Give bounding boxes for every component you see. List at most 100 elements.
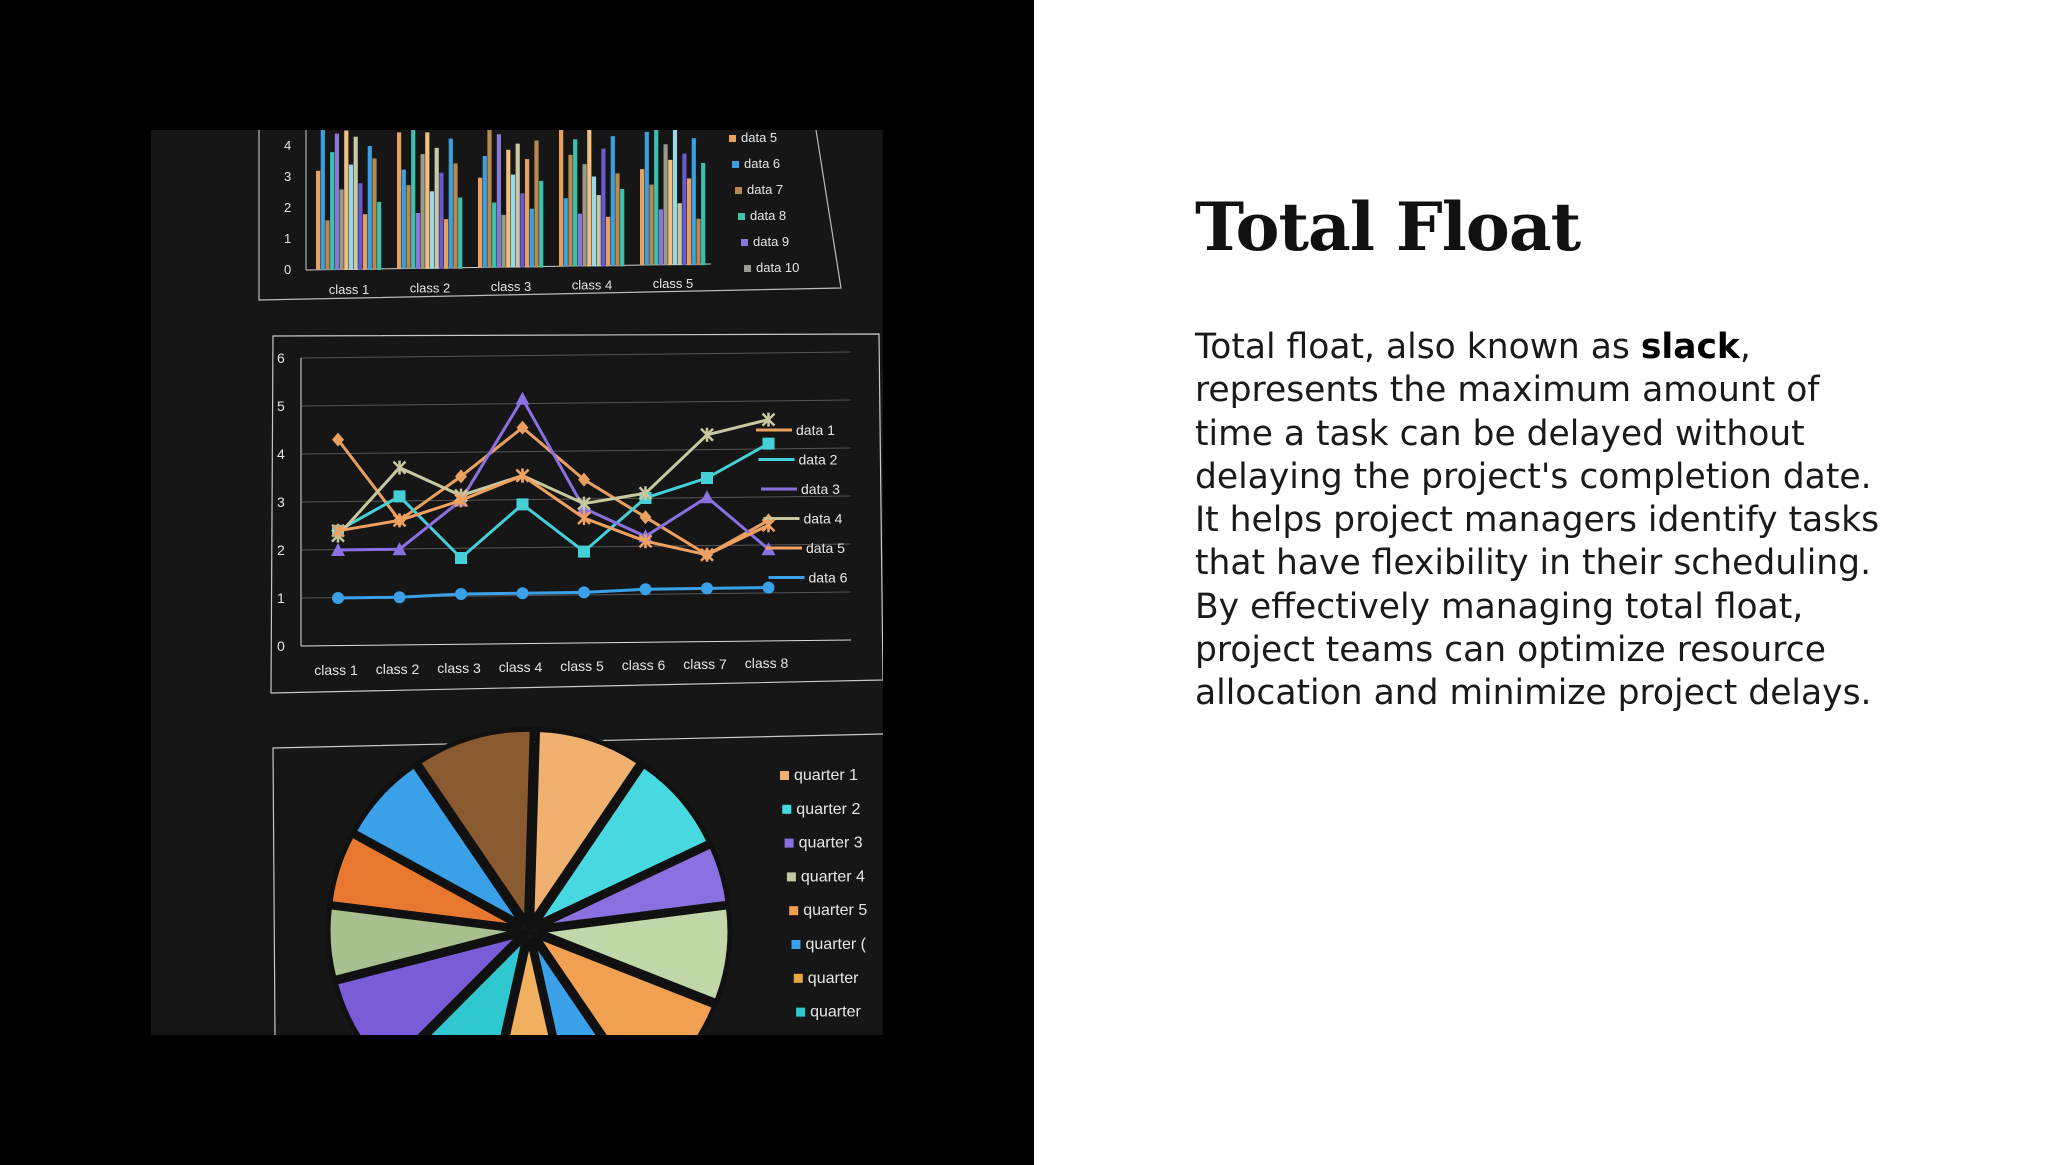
bar [539,180,544,268]
bar [320,130,325,271]
bar [654,130,659,266]
bar [568,154,573,267]
pie-slice [414,726,535,930]
image-panel: 0 1 2 3 4 class 1 class 2 class 3 class 4 class 5… [0,0,1034,1165]
line-y-tick-label: 3 [277,494,285,510]
bar [444,219,449,269]
bar [478,177,483,268]
bar [596,195,601,267]
body-text-bold-term: slack [1640,327,1740,367]
line-marker [761,518,776,533]
bar [682,153,687,266]
bar [534,140,539,268]
bar [591,176,597,267]
bar-y-tick-label: 3 [284,169,291,184]
line-x-tick-label: class 3 [437,660,481,676]
line-legend-label: data 3 [801,481,840,497]
bar-legend-swatch [735,187,742,194]
pie-legend-label: quarter 1 [794,767,858,784]
bar [649,184,654,266]
bar [363,214,368,270]
bar-y-tick-label: 2 [284,200,291,215]
bar [316,170,321,270]
pie-legend-label: quarter [810,1004,861,1021]
pie-slice [537,903,733,1005]
bar [377,201,382,270]
line-legend-label: data 5 [806,540,845,556]
bar [425,132,430,269]
bar [658,209,663,266]
bar-legend-label: data 5 [741,130,777,145]
line-x-tick-label: class 6 [622,657,666,673]
line-series [337,586,769,600]
pie-legend-swatch [784,838,794,848]
bar-legend-swatch [738,213,745,220]
body-text-start: Total float, also known as [1195,327,1641,367]
line-marker [700,490,714,504]
line-marker [578,545,590,558]
pie-slice [424,930,529,1035]
line-marker [516,587,529,600]
line-x-tick-label: class 8 [745,655,789,671]
bar-y-tick-label: 1 [284,231,291,246]
bar-legend-label: data 9 [753,234,789,249]
pie-slice [505,938,554,1035]
line-marker [392,460,407,475]
line-marker [331,543,345,556]
pie-slice [350,761,525,927]
line-marker [392,513,407,528]
line-marker [455,588,467,600]
bar [448,138,453,269]
line-marker [762,437,775,450]
line-gridline [300,351,852,359]
bar [644,131,649,266]
pie-legend-swatch [786,872,796,882]
bar [506,149,511,268]
pie-slice [529,726,643,930]
bar [434,147,439,269]
bar-x-tick-label: class 2 [410,281,450,296]
bar-legend-label: data 6 [744,156,780,171]
line-marker [639,510,652,525]
bar-x-tick-label: class 5 [653,276,693,291]
line-marker [516,498,529,511]
pie-slice [332,929,530,1035]
bar [339,189,344,270]
bar [482,156,487,268]
bar [582,164,587,267]
line-marker [454,493,468,508]
bar-legend-swatch [729,135,736,142]
line-marker [455,552,467,564]
bar [663,144,668,266]
charts-photo-svg: 0 1 2 3 4 class 1 class 2 class 3 class 4 class 5… [258,130,883,1035]
pie-legend-swatch [791,940,801,949]
bar [529,208,534,268]
bar-legend-label: data 7 [747,182,783,197]
bar [501,214,506,268]
bar-x-tick-label: class 4 [572,278,612,293]
bar [672,130,678,266]
pie-legend-swatch [796,1007,806,1017]
line-y-tick-label: 0 [277,638,285,654]
bar [515,143,520,268]
line-legend-label: data 4 [804,511,843,527]
line-y-tick-label: 5 [277,398,285,414]
bar [677,203,682,266]
line-marker [577,511,591,525]
bar [429,191,435,269]
charts-photo: 0 1 2 3 4 class 1 class 2 class 3 class 4 class 5… [151,130,883,1035]
bar [344,130,349,270]
bar [573,139,578,267]
pie-legend-label: quarter [808,970,859,987]
line-marker [455,469,467,484]
bar [525,159,530,268]
line-y-tick-label: 4 [277,446,285,462]
bar [520,193,525,268]
line-marker [393,591,406,604]
bar [487,130,492,268]
bar [701,162,706,266]
bar [668,159,673,266]
bar [330,152,335,270]
bar [406,185,411,269]
pie-slice [528,761,713,931]
